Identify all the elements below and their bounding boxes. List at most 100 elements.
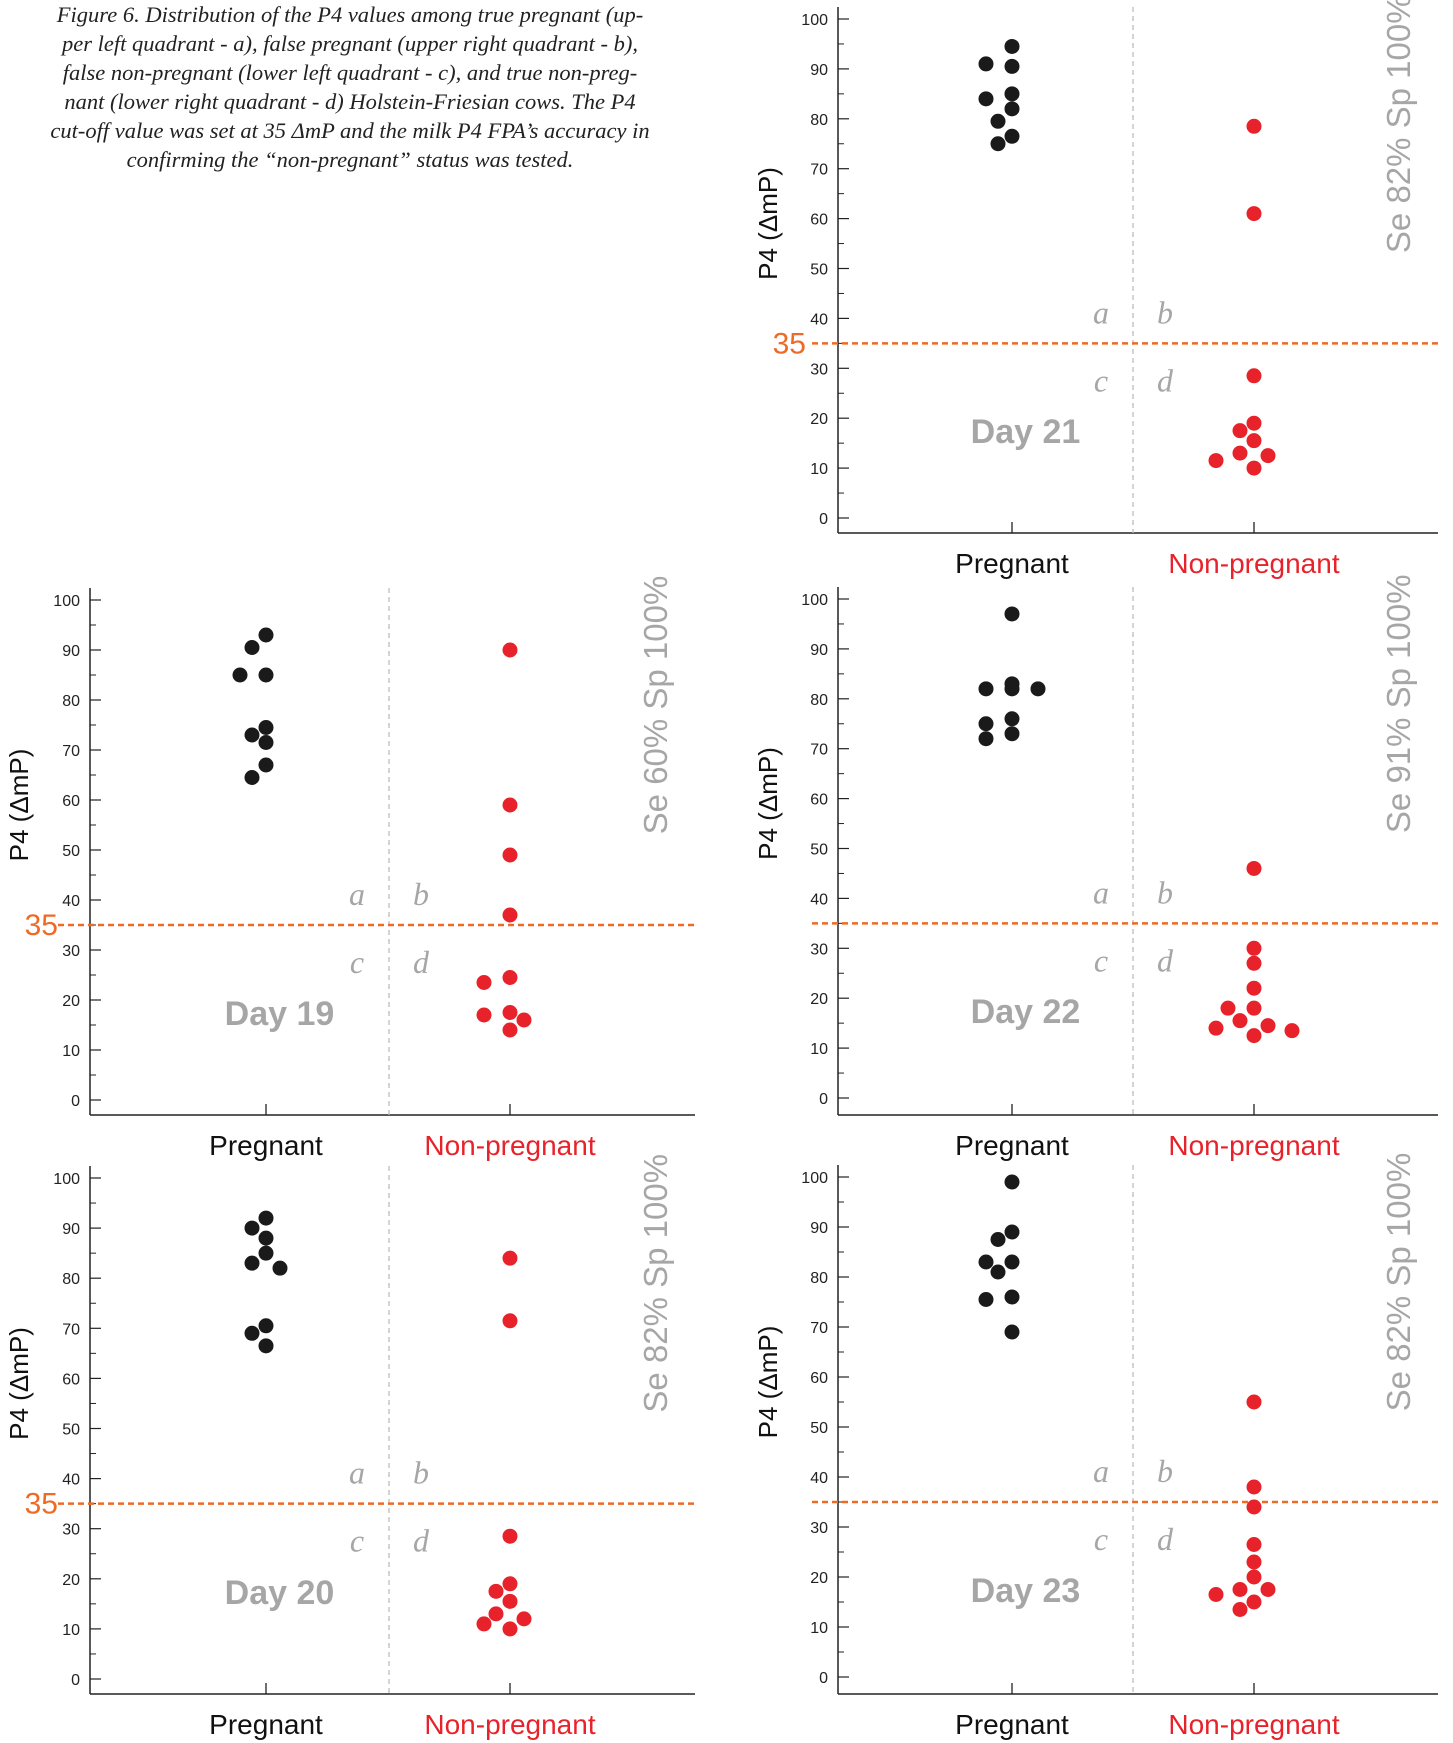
y-tick-label: 50 bbox=[810, 842, 828, 859]
non-pregnant-point bbox=[1246, 206, 1262, 222]
non-pregnant-point bbox=[502, 1005, 518, 1020]
non-pregnant-point bbox=[502, 1313, 518, 1329]
quadrant-label: d bbox=[413, 944, 430, 980]
y-tick-label: 10 bbox=[810, 1620, 828, 1637]
x-category-label: Pregnant bbox=[955, 1709, 1069, 1740]
caption-line: false non-pregnant (lower left quadrant … bbox=[62, 60, 638, 85]
y-axis-title: P4 (ΔmP) bbox=[753, 747, 783, 860]
quadrant-label: a bbox=[1093, 874, 1109, 910]
chart-panel-bottom-right: 0 10 20 30 40 50 60 70 80 90 100 P4 (ΔmP) Pregnant No… bbox=[753, 1153, 1438, 1740]
pregnant-point bbox=[258, 757, 274, 773]
non-pregnant-point bbox=[1246, 118, 1262, 134]
non-pregnant-point bbox=[1246, 1499, 1262, 1515]
non-pregnant-point bbox=[1246, 368, 1262, 384]
quadrant-label: c bbox=[1094, 362, 1108, 398]
quadrant-label: a bbox=[1093, 1453, 1109, 1489]
y-tick-label: 40 bbox=[810, 1470, 828, 1487]
non-pregnant-point bbox=[1232, 423, 1248, 439]
y-tick-label: 70 bbox=[62, 743, 80, 760]
se-sp-label: Se 60% Sp 100% bbox=[637, 576, 674, 835]
pregnant-point bbox=[244, 1325, 260, 1341]
non-pregnant-point bbox=[1246, 415, 1262, 431]
y-tick-label: 10 bbox=[810, 1041, 828, 1058]
non-pregnant-point bbox=[476, 1616, 492, 1632]
y-tick-label: 80 bbox=[810, 112, 828, 129]
chart-panel-middle-right: 0 10 20 30 40 50 60 70 80 90 100 P4 (ΔmP) Pregnant No… bbox=[753, 574, 1438, 1161]
pregnant-point bbox=[1004, 128, 1020, 144]
non-pregnant-point bbox=[502, 1250, 518, 1266]
y-tick-label: 40 bbox=[62, 893, 80, 910]
y-tick-label: 0 bbox=[71, 1672, 80, 1689]
non-pregnant-point bbox=[1246, 460, 1262, 476]
day-label: Day 23 bbox=[971, 1572, 1081, 1610]
x-category-label: Non-pregnant bbox=[1168, 1709, 1339, 1740]
y-tick-label: 60 bbox=[810, 1370, 828, 1387]
pregnant-point bbox=[1004, 681, 1020, 697]
quadrant-label: d bbox=[1157, 942, 1174, 978]
non-pregnant-point bbox=[1208, 1020, 1224, 1036]
pregnant-point bbox=[978, 91, 994, 107]
quadrant-label: b bbox=[1157, 294, 1173, 330]
y-tick-label: 90 bbox=[62, 1221, 80, 1238]
non-pregnant-point bbox=[1232, 1013, 1248, 1029]
pregnant-point bbox=[232, 667, 248, 683]
pregnant-point bbox=[1004, 1224, 1020, 1240]
day-label: Day 20 bbox=[225, 1574, 335, 1612]
pregnant-point bbox=[258, 667, 274, 683]
non-pregnant-point bbox=[502, 1621, 518, 1637]
pregnant-point bbox=[244, 640, 260, 655]
pregnant-point bbox=[258, 1318, 274, 1334]
y-tick-label: 80 bbox=[62, 693, 80, 710]
quadrant-label: b bbox=[1157, 1453, 1173, 1489]
y-tick-label: 90 bbox=[810, 1220, 828, 1237]
non-pregnant-point bbox=[516, 1012, 532, 1028]
non-pregnant-point bbox=[502, 797, 518, 813]
quadrant-label: c bbox=[350, 1523, 364, 1559]
pregnant-point bbox=[978, 56, 994, 72]
pregnant-point bbox=[1004, 1289, 1020, 1305]
non-pregnant-point bbox=[476, 975, 492, 990]
y-tick-label: 10 bbox=[62, 1622, 80, 1639]
non-pregnant-point bbox=[502, 1528, 518, 1544]
y-tick-label: 30 bbox=[810, 361, 828, 378]
quadrant-label: c bbox=[350, 944, 364, 980]
pregnant-point bbox=[1004, 606, 1020, 622]
pregnant-point bbox=[258, 1338, 274, 1354]
non-pregnant-point bbox=[1246, 1554, 1262, 1570]
y-tick-label: 30 bbox=[62, 943, 80, 960]
pregnant-point bbox=[244, 1255, 260, 1271]
y-axis-title: P4 (ΔmP) bbox=[753, 1326, 783, 1439]
non-pregnant-point bbox=[1208, 1587, 1224, 1602]
pregnant-point bbox=[990, 136, 1006, 152]
y-tick-label: 60 bbox=[62, 1371, 80, 1388]
non-pregnant-point bbox=[488, 1606, 504, 1622]
x-category-label: Pregnant bbox=[209, 1709, 323, 1740]
non-pregnant-point bbox=[1208, 453, 1224, 469]
pregnant-point bbox=[244, 1220, 260, 1236]
chart-panel-bottom-left: 0 10 20 30 40 50 60 70 80 90 100 P4 (ΔmP) Pregnant No… bbox=[4, 1154, 695, 1740]
pregnant-point bbox=[258, 735, 274, 750]
non-pregnant-point bbox=[1232, 1602, 1248, 1617]
x-category-label: Pregnant bbox=[209, 1130, 323, 1161]
non-pregnant-point bbox=[1246, 955, 1262, 971]
y-tick-label: 100 bbox=[53, 593, 80, 610]
pregnant-point bbox=[1004, 38, 1020, 54]
quadrant-label: b bbox=[413, 876, 429, 912]
pregnant-point bbox=[1030, 681, 1046, 697]
pregnant-point bbox=[1004, 58, 1020, 74]
non-pregnant-point bbox=[1260, 1018, 1276, 1034]
y-tick-label: 30 bbox=[810, 1520, 828, 1537]
y-tick-label: 0 bbox=[819, 1091, 828, 1108]
y-tick-label: 10 bbox=[810, 461, 828, 478]
se-sp-label: Se 82% Sp 100% bbox=[1380, 0, 1417, 253]
y-tick-label: 70 bbox=[810, 1320, 828, 1337]
y-axis-title: P4 (ΔmP) bbox=[4, 749, 34, 862]
day-label: Day 22 bbox=[971, 993, 1081, 1031]
non-pregnant-point bbox=[1246, 1394, 1262, 1410]
quadrant-label: a bbox=[349, 876, 365, 912]
pregnant-point bbox=[990, 1264, 1006, 1280]
quadrant-label: d bbox=[413, 1523, 430, 1559]
pregnant-point bbox=[990, 113, 1006, 129]
non-pregnant-point bbox=[502, 1022, 518, 1038]
